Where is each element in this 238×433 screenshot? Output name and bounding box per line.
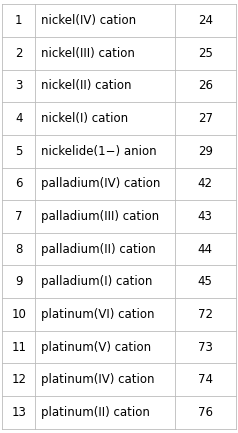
Text: nickel(IV) cation: nickel(IV) cation (41, 14, 136, 27)
Text: 24: 24 (198, 14, 213, 27)
Text: 43: 43 (198, 210, 213, 223)
Text: 25: 25 (198, 47, 213, 60)
Text: 4: 4 (15, 112, 22, 125)
Text: palladium(I) cation: palladium(I) cation (41, 275, 152, 288)
Text: 44: 44 (198, 242, 213, 255)
Text: nickelide(1−) anion: nickelide(1−) anion (41, 145, 157, 158)
Text: platinum(VI) cation: platinum(VI) cation (41, 308, 154, 321)
Text: palladium(III) cation: palladium(III) cation (41, 210, 159, 223)
Text: palladium(II) cation: palladium(II) cation (41, 242, 156, 255)
Text: nickel(I) cation: nickel(I) cation (41, 112, 128, 125)
Text: 1: 1 (15, 14, 22, 27)
Text: 73: 73 (198, 341, 213, 354)
Text: nickel(II) cation: nickel(II) cation (41, 79, 131, 92)
Text: 29: 29 (198, 145, 213, 158)
Text: 6: 6 (15, 178, 22, 191)
Text: 9: 9 (15, 275, 22, 288)
Text: 5: 5 (15, 145, 22, 158)
Text: 12: 12 (11, 373, 26, 386)
Text: 7: 7 (15, 210, 22, 223)
Text: 13: 13 (11, 406, 26, 419)
Text: 10: 10 (11, 308, 26, 321)
Text: 45: 45 (198, 275, 213, 288)
Text: platinum(II) cation: platinum(II) cation (41, 406, 150, 419)
Text: 2: 2 (15, 47, 22, 60)
Text: 8: 8 (15, 242, 22, 255)
Text: 74: 74 (198, 373, 213, 386)
Text: 76: 76 (198, 406, 213, 419)
Text: platinum(IV) cation: platinum(IV) cation (41, 373, 154, 386)
Text: 26: 26 (198, 79, 213, 92)
Text: 11: 11 (11, 341, 26, 354)
Text: 3: 3 (15, 79, 22, 92)
Text: platinum(V) cation: platinum(V) cation (41, 341, 151, 354)
Text: nickel(III) cation: nickel(III) cation (41, 47, 135, 60)
Text: palladium(IV) cation: palladium(IV) cation (41, 178, 160, 191)
Text: 42: 42 (198, 178, 213, 191)
Text: 72: 72 (198, 308, 213, 321)
Text: 27: 27 (198, 112, 213, 125)
